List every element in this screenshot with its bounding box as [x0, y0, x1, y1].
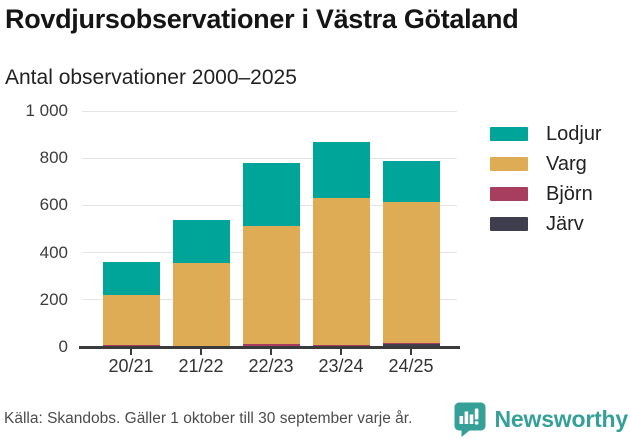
chart-subtitle: Antal observationer 2000–2025 [5, 66, 297, 89]
y-tick-label-800: 800 [39, 148, 68, 168]
legend-row-björn: Björn [490, 184, 602, 204]
y-tick-label-1000: 1 000 [25, 101, 68, 120]
legend-swatch-varg [490, 157, 528, 171]
gridline-y1000 [82, 110, 457, 112]
y-tick-label-200: 200 [39, 289, 68, 309]
x-tick-label-24-25: 24/25 [388, 356, 434, 376]
bar-segment-varg-20-21 [102, 295, 160, 346]
legend-label-lodjur: Lodjur [546, 123, 602, 145]
bar-segment-björn-23-24 [312, 344, 370, 347]
x-tick-label-23-24: 23/24 [318, 356, 364, 376]
bar-segment-varg-22-23 [242, 226, 300, 345]
plot-area [82, 110, 457, 347]
brand: Newsworthy [453, 401, 628, 438]
bar-segment-varg-24-25 [382, 201, 440, 344]
legend-swatch-järv [490, 217, 528, 231]
bar-segment-lodjur-24-25 [382, 160, 440, 202]
bar-segment-varg-23-24 [312, 198, 370, 345]
x-tick-mark-20-21 [130, 349, 132, 355]
bar-segment-lodjur-22-23 [242, 162, 300, 227]
x-tick-label-21-22: 21/22 [178, 356, 224, 376]
x-tick-label-20-21: 20/21 [108, 356, 154, 376]
bar-segment-lodjur-21-22 [172, 219, 230, 264]
legend-swatch-lodjur [490, 127, 528, 141]
legend-row-lodjur: Lodjur [490, 124, 602, 144]
legend-label-varg: Varg [546, 153, 587, 175]
footer: Källa: Skandobs. Gäller 1 oktober till 3… [0, 399, 631, 439]
source-note: Källa: Skandobs. Gäller 1 oktober till 3… [4, 410, 413, 427]
x-tick-mark-22-23 [270, 349, 272, 355]
x-tick-mark-23-24 [340, 349, 342, 355]
brand-wordmark: Newsworthy [494, 405, 629, 432]
bar-segment-varg-21-22 [172, 263, 230, 346]
bar-segment-lodjur-20-21 [102, 262, 160, 296]
legend: Lodjur Varg Björn Järv [490, 124, 602, 244]
bar-segment-lodjur-23-24 [312, 141, 370, 199]
x-tick-mark-24-25 [410, 349, 412, 355]
bar-segment-järv-24-25 [382, 344, 440, 347]
chart-title: Rovdjursobservationer i Västra Götaland [5, 4, 519, 34]
newsworthy-logo-icon [454, 402, 486, 437]
legend-swatch-björn [490, 187, 528, 201]
legend-row-varg: Varg [490, 154, 602, 174]
bar-segment-björn-22-23 [242, 344, 300, 347]
legend-row-järv: Järv [490, 214, 602, 234]
x-axis-line [79, 346, 460, 349]
y-tick-label-0: 0 [58, 337, 68, 356]
gridline-y800 [82, 157, 457, 159]
x-tick-label-22-23: 22/23 [248, 356, 294, 376]
y-tick-label-600: 600 [39, 195, 68, 215]
bar-segment-björn-24-25 [382, 343, 440, 345]
legend-label-björn: Björn [546, 183, 593, 205]
legend-label-järv: Järv [546, 213, 584, 235]
y-tick-label-400: 400 [39, 242, 68, 262]
bar-segment-björn-20-21 [102, 345, 160, 347]
x-tick-mark-21-22 [200, 349, 202, 355]
